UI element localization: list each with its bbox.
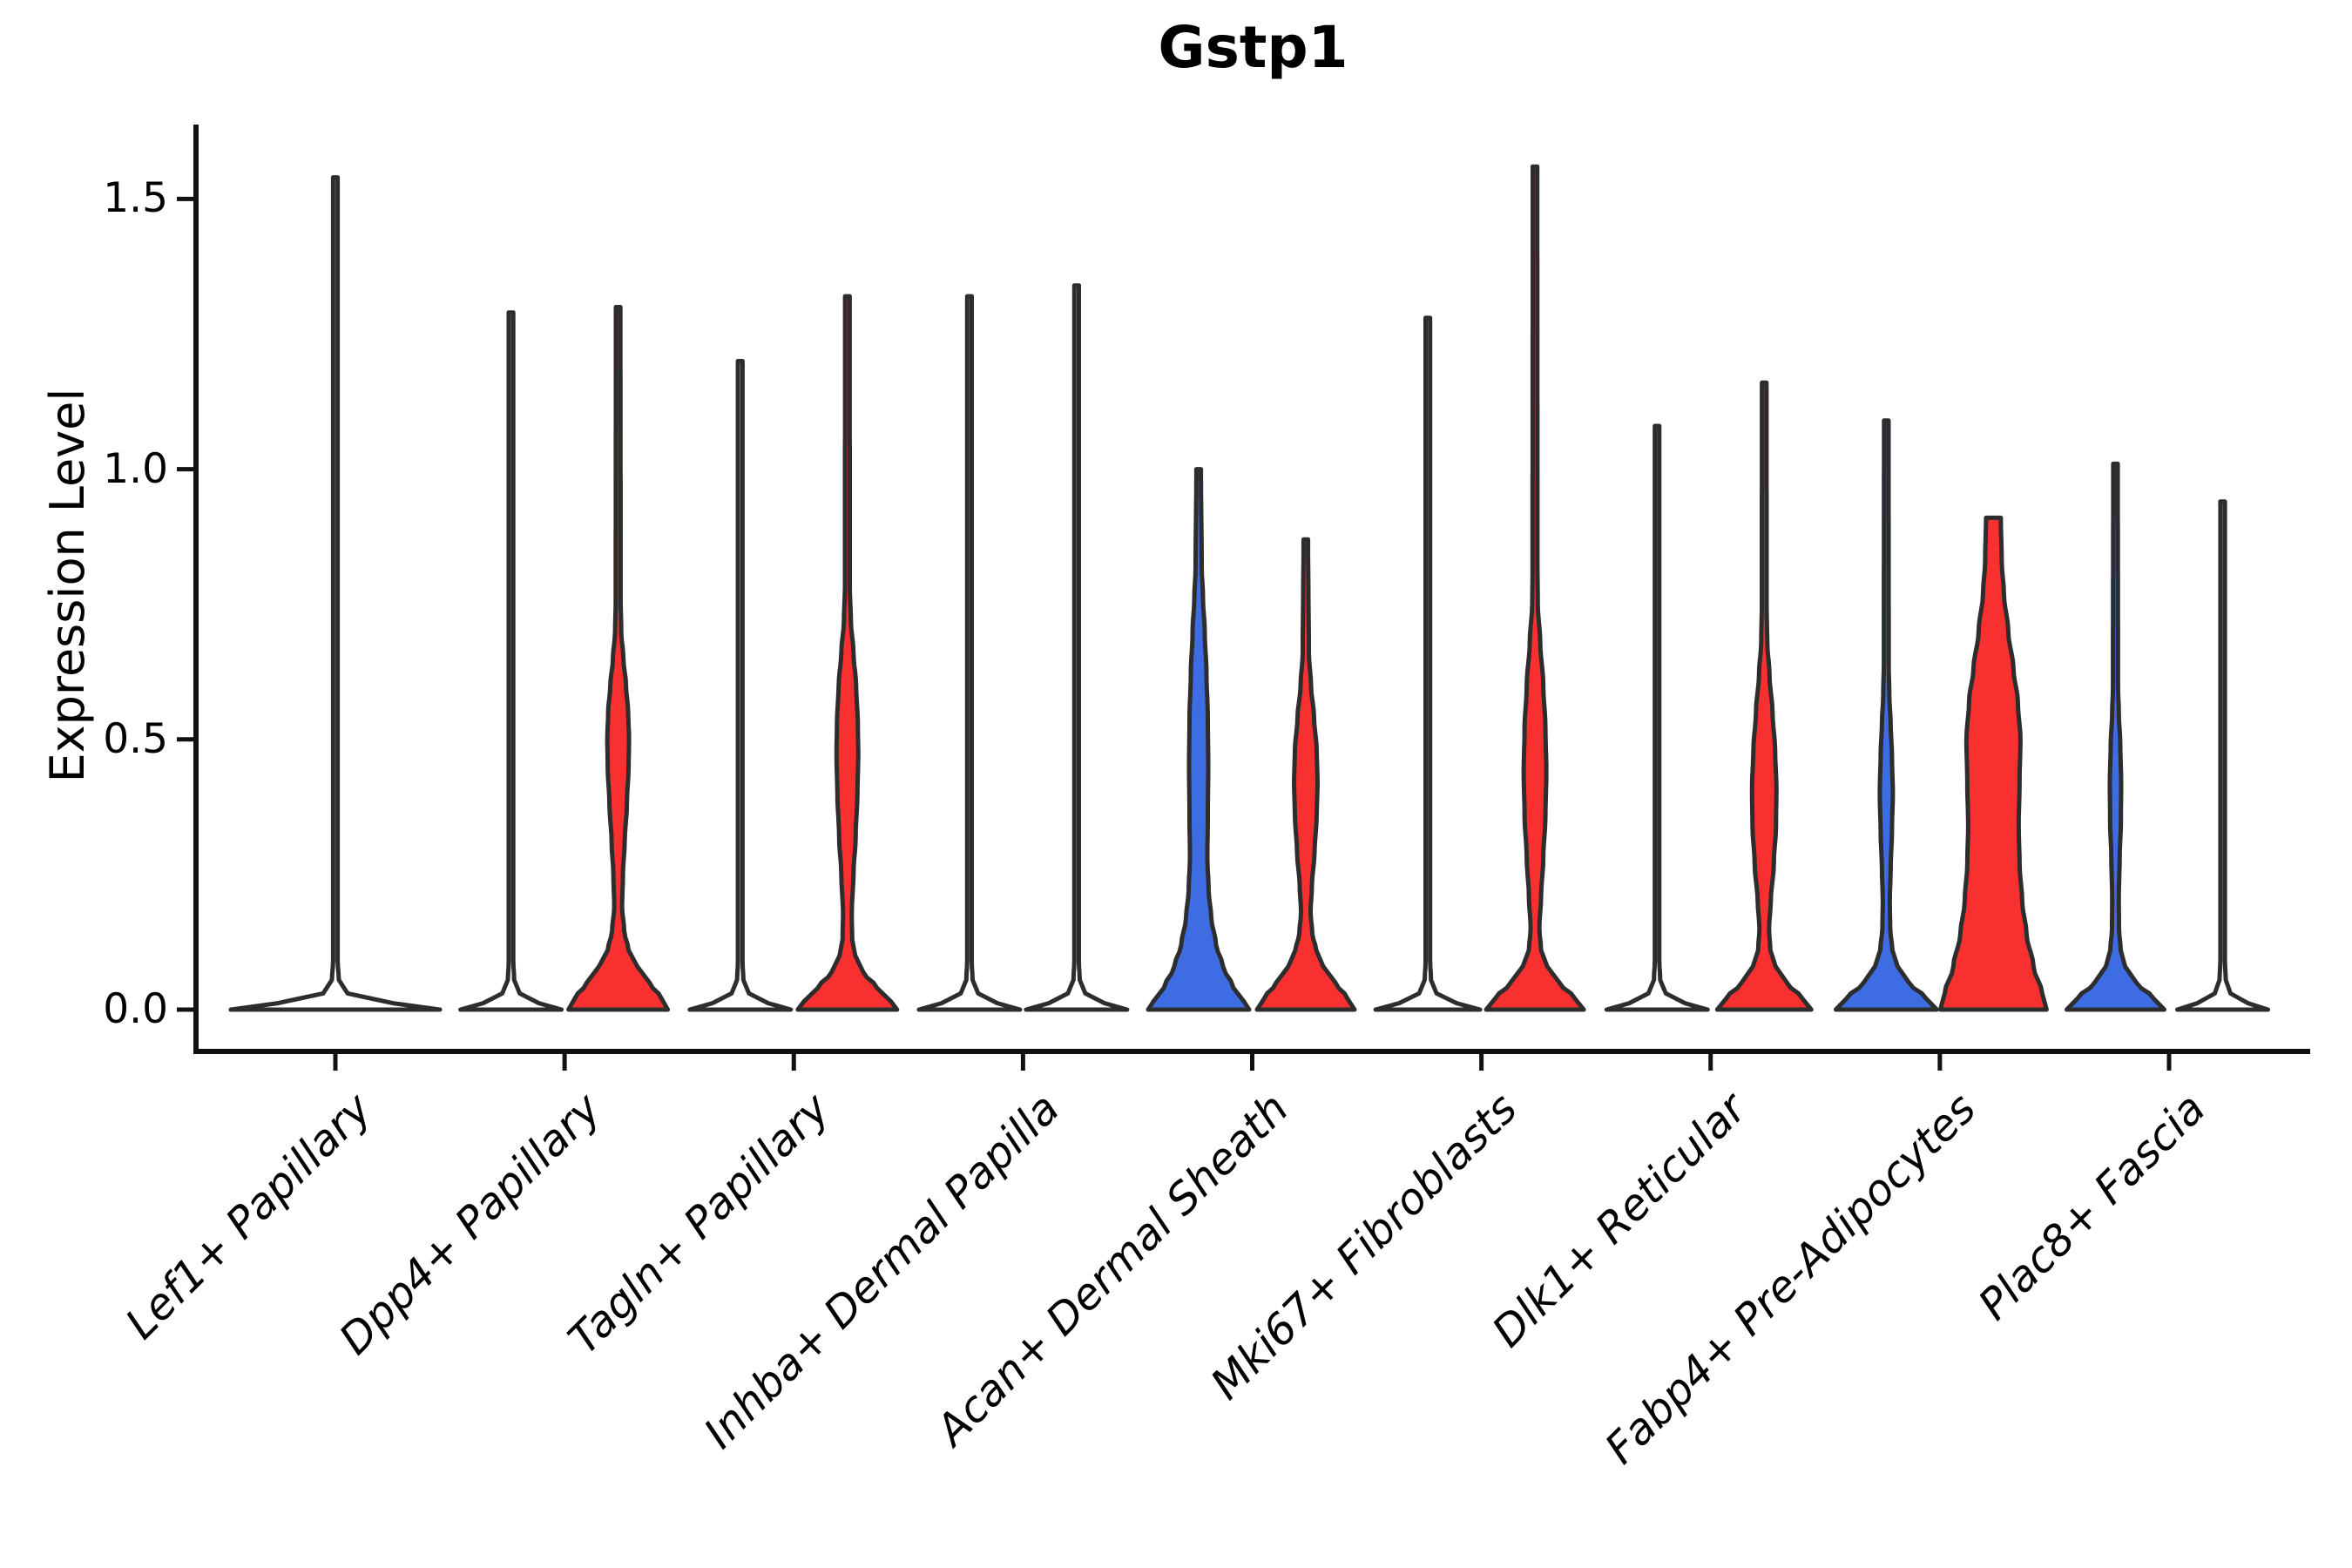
violin-tagln-papillary-left (687, 359, 794, 1012)
violin-dlk1-reticular-right (1714, 380, 1814, 1012)
violin-fabp4-pre-adipocytes-right (1937, 515, 2049, 1012)
violin-dlk1-reticular-left (1604, 423, 1710, 1012)
violin-inhba-dermal-papilla-left (916, 294, 1023, 1012)
violin-plac8-fascia-left (2065, 461, 2166, 1012)
violin-lef1-papillary-full (228, 175, 443, 1012)
y-tick-label: 1.0 (103, 444, 168, 493)
violin-inhba-dermal-papilla-right (1024, 283, 1130, 1012)
violin-acan-dermal-sheath-right (1254, 537, 1357, 1012)
y-tick-label: 1.5 (103, 174, 168, 223)
violin-mki67-fibroblasts-left (1373, 315, 1483, 1012)
y-tick-label: 0.5 (103, 714, 168, 763)
violin-fabp4-pre-adipocytes-left (1833, 418, 1939, 1012)
violin-tagln-papillary-right (795, 294, 900, 1012)
violin-dpp4-papillary-right (566, 305, 671, 1012)
violin-dpp4-papillary-left (458, 310, 564, 1012)
violin-acan-dermal-sheath-left (1146, 467, 1252, 1012)
violin-mki67-fibroblasts-right (1484, 164, 1586, 1012)
y-tick-label: 0.0 (103, 985, 168, 1033)
violin-plac8-fascia-right (2175, 499, 2270, 1012)
plot-title: Gstp1 (1158, 14, 1348, 81)
